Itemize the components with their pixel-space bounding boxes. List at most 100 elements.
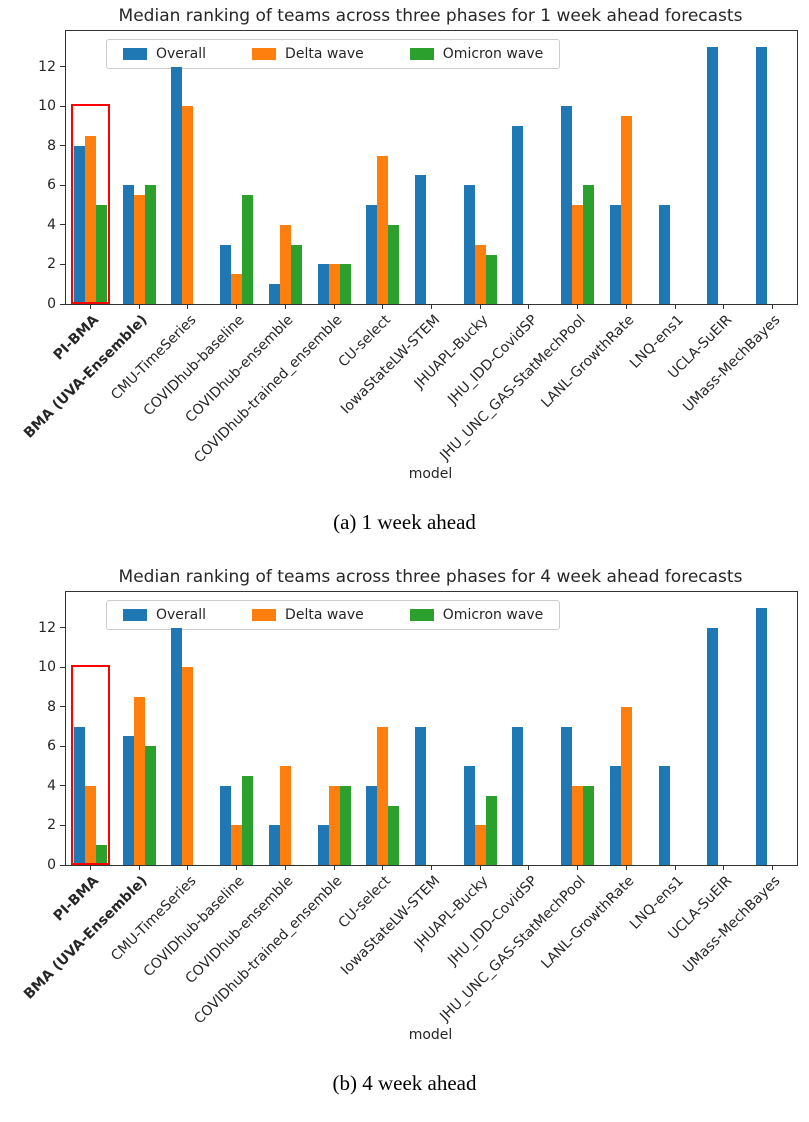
legend-item-delta-wave: Delta wave xyxy=(252,46,364,62)
x-tick xyxy=(138,865,140,870)
y-tick-label: 10 xyxy=(38,98,56,115)
legend-label-omicron-wave: Omicron wave xyxy=(442,46,544,62)
bar-overall-bma-uva-ensemble xyxy=(122,185,134,304)
bar-omicron-wave-covidhub-baseline xyxy=(242,195,254,304)
legend-swatch-overall xyxy=(123,609,147,621)
y-tick xyxy=(60,627,66,629)
bar-overall-lnq-ens1 xyxy=(658,766,670,865)
plot-area: Overall Delta wave Omicron wave 0 2 4 6 8 10 12 P… xyxy=(21,30,798,466)
bar-omicron-wave-bma-uva-ensemble xyxy=(144,746,156,865)
bar-overall-covidhub-ensemble xyxy=(268,825,280,865)
legend-item-overall: Overall xyxy=(123,607,206,623)
bar-omicron-wave-jhuapl-bucky xyxy=(485,254,497,304)
chart-title: Median ranking of teams across three pha… xyxy=(118,567,743,587)
y-tick-label: 0 xyxy=(47,296,56,312)
bar-omicron-wave-covidhub-trained-ensemble xyxy=(339,264,351,304)
bar-overall-iowastatelw-stem xyxy=(415,175,426,304)
x-tick xyxy=(674,865,676,870)
bar-overall-umass-mechbayes xyxy=(756,607,768,865)
y-tick-label: 0 xyxy=(47,857,56,873)
subfigure-caption-b: (b) 4 week ahead xyxy=(332,1071,477,1095)
x-tick xyxy=(236,865,238,870)
x-tick xyxy=(236,304,238,309)
x-tick xyxy=(431,865,432,870)
legend-item-overall: Overall xyxy=(123,46,206,62)
bar-omicron-wave-pi-bma xyxy=(95,845,107,865)
legend-label-delta-wave: Delta wave xyxy=(285,607,364,623)
x-axis-label: model xyxy=(408,1027,453,1043)
x-tick xyxy=(625,865,627,870)
y-tick-label: 2 xyxy=(47,256,56,273)
x-tick xyxy=(479,304,481,309)
x-tick xyxy=(431,304,432,309)
x-tick xyxy=(138,304,140,309)
bar-overall-jhu-idd-covidsp xyxy=(512,125,524,304)
bar-omicron-wave-covidhub-trained-ensemble xyxy=(339,785,351,865)
bar-omicron-wave-pi-bma xyxy=(95,205,107,304)
y-tick-label: 4 xyxy=(47,216,56,233)
chart-title: Median ranking of teams across three pha… xyxy=(118,6,743,26)
legend-swatch-omicron-wave xyxy=(409,48,434,60)
bar-overall-ucla-sueir xyxy=(707,46,719,304)
x-tick xyxy=(479,865,481,870)
bar-omicron-wave-bma-uva-ensemble xyxy=(144,185,156,304)
x-tick xyxy=(89,865,91,870)
y-tick xyxy=(60,263,66,265)
bar-overall-umass-mechbayes xyxy=(756,46,768,304)
y-tick xyxy=(60,864,66,866)
y-tick xyxy=(60,666,66,668)
legend: Overall Delta wave Omicron wave xyxy=(106,600,561,630)
bar-overall-ucla-sueir xyxy=(707,627,719,865)
bar-omicron-wave-jhu-unc-gas-statmechpool xyxy=(583,185,595,304)
bar-delta-wave-pi-bma xyxy=(84,785,96,865)
bar-overall-covidhub-baseline xyxy=(220,785,232,865)
bar-delta-wave-covidhub-ensemble xyxy=(279,766,291,865)
x-tick-label-lanl-growthrate: LANL-GrowthRate xyxy=(538,312,638,412)
legend-item-omicron-wave: Omicron wave xyxy=(409,607,543,623)
y-tick xyxy=(60,706,66,708)
x-tick xyxy=(674,304,676,309)
bar-omicron-wave-cu-select xyxy=(388,805,400,865)
chart-1-week-ahead: Median ranking of teams across three pha… xyxy=(21,6,798,534)
legend-item-omicron-wave: Omicron wave xyxy=(409,46,544,62)
x-tick-label-umass-mechbayes: UMass-MechBayes xyxy=(680,873,784,977)
x-tick xyxy=(577,865,579,870)
y-tick xyxy=(60,745,66,747)
bar-overall-cmu-timeseries xyxy=(171,66,183,304)
bar-delta-wave-lanl-growthrate xyxy=(620,706,632,865)
subfigure-caption-a: (a) 1 week ahead xyxy=(333,510,476,534)
bar-overall-covidhub-trained-ensemble xyxy=(317,825,329,865)
bar-delta-wave-covidhub-ensemble xyxy=(279,224,291,304)
x-tick-label-jhu-idd-covidsp: JHU_IDD-CovidSP xyxy=(444,873,541,969)
x-axis-label: model xyxy=(408,466,453,482)
chart-4-week-ahead: Median ranking of teams across three pha… xyxy=(0,561,809,1122)
x-tick xyxy=(284,865,286,870)
y-tick xyxy=(60,105,66,107)
x-tick xyxy=(382,865,384,870)
x-tick-label-cmu-timeseries: CMU-TimeSeries xyxy=(107,873,200,965)
legend-swatch-delta-wave xyxy=(252,48,277,60)
bar-delta-wave-covidhub-trained-ensemble xyxy=(328,264,340,304)
bar-delta-wave-covidhub-baseline xyxy=(231,274,243,304)
bar-overall-lnq-ens1 xyxy=(658,205,670,304)
x-tick xyxy=(528,865,530,870)
y-tick-label: 8 xyxy=(47,137,56,154)
bar-delta-wave-cmu-timeseries xyxy=(182,667,194,865)
y-tick xyxy=(60,303,66,305)
y-tick xyxy=(60,824,66,826)
x-tick xyxy=(772,304,774,309)
y-tick-label: 2 xyxy=(47,817,56,834)
bar-delta-wave-bma-uva-ensemble xyxy=(133,195,145,304)
bar-delta-wave-jhuapl-bucky xyxy=(474,825,486,865)
bar-delta-wave-covidhub-trained-ensemble xyxy=(328,785,340,865)
x-tick xyxy=(577,304,579,309)
bar-overall-jhuapl-bucky xyxy=(463,185,475,304)
x-tick xyxy=(187,865,189,870)
x-tick-label-jhu-idd-covidsp: JHU_IDD-CovidSP xyxy=(444,312,541,408)
bar-delta-wave-covidhub-baseline xyxy=(231,825,243,865)
bar-overall-jhu-unc-gas-statmechpool xyxy=(561,106,573,304)
x-tick xyxy=(772,865,774,870)
legend-swatch-omicron-wave xyxy=(409,609,434,621)
y-tick xyxy=(60,224,66,226)
